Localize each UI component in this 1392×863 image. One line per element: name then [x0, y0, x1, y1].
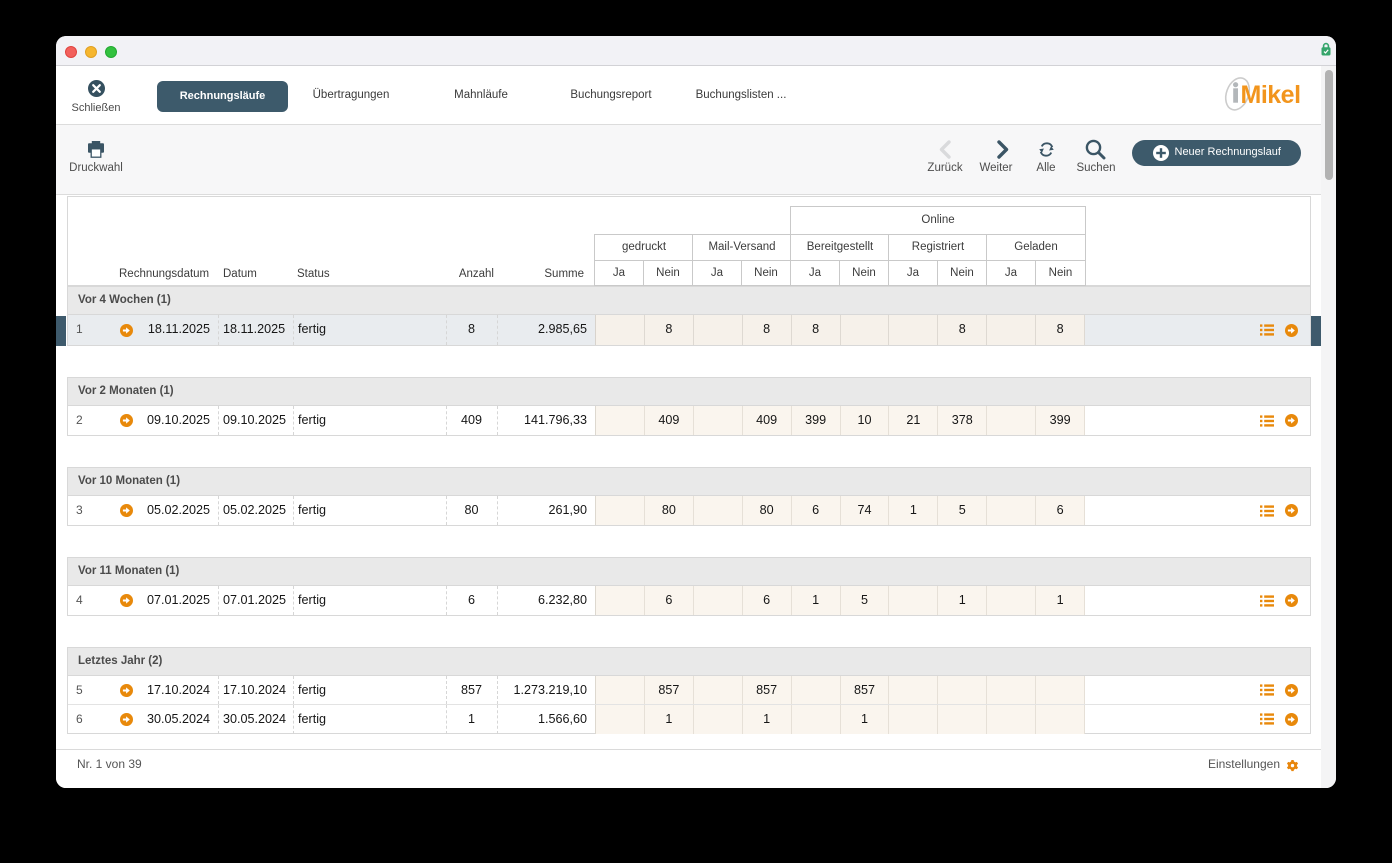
svg-text:Mikel: Mikel [1241, 81, 1301, 109]
